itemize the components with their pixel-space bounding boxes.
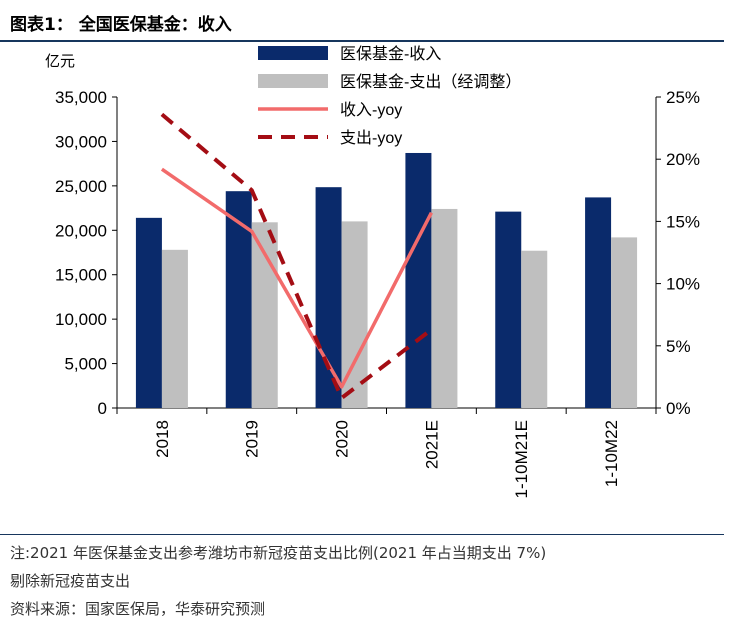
- y-tick-label: 10,000: [55, 310, 107, 329]
- x-tick-label: 2020: [333, 420, 352, 458]
- y-tick-label: 25,000: [55, 177, 107, 196]
- note-line-2: 剔除新冠疫苗支出: [10, 572, 131, 590]
- chart: 亿元 0 5,000 10,000 15,000 20,000 25,000 30,000 35…: [45, 45, 700, 498]
- axes: 亿元 0 5,000 10,000 15,000 20,000 25,000 30,000 35…: [45, 53, 700, 498]
- y2-tick-label: 5%: [666, 337, 691, 356]
- chart-title: 图表1： 全国医保基金：收入: [10, 15, 232, 35]
- y-tick-label: 30,000: [55, 132, 107, 151]
- y-axis-unit-label: 亿元: [45, 53, 75, 70]
- revenue-bar: [315, 187, 342, 408]
- legend-label-expense-yoy: 支出-yoy: [340, 129, 402, 147]
- revenue-yoy-line: [160, 167, 433, 389]
- note-line-1: 注:2021 年医保基金支出参考潍坊市新冠疫苗支出比例(2021 年占当期支出 …: [10, 544, 547, 562]
- x-tick-label: 2021E: [422, 420, 441, 469]
- y2-tick-label: 10%: [666, 275, 700, 294]
- y2-tick-label: 25%: [666, 88, 700, 107]
- expense-bar: [161, 249, 188, 408]
- revenue-bar: [405, 152, 432, 408]
- revenue-bar: [495, 211, 522, 408]
- legend-label-expense: 医保基金-支出（经调整）: [340, 73, 521, 91]
- x-tick-label: 1-10M21E: [512, 420, 531, 498]
- expense-bar: [521, 250, 548, 408]
- legend-label-revenue-yoy: 收入-yoy: [340, 101, 402, 119]
- y-tick-label: 15,000: [55, 266, 107, 285]
- y2-tick-label: 15%: [666, 212, 700, 231]
- expense-yoy-line: [160, 112, 433, 400]
- revenue-bar: [585, 197, 612, 408]
- x-tick-label: 2019: [243, 420, 262, 458]
- footer-rule: [0, 534, 724, 535]
- legend-swatch-expense: [258, 74, 328, 88]
- expense-bar: [431, 208, 458, 408]
- expense-bar: [611, 237, 638, 408]
- expense-bar: [251, 222, 278, 408]
- title-rule: [0, 40, 724, 42]
- y-tick-label: 35,000: [55, 88, 107, 107]
- x-tick-label: 2018: [153, 420, 172, 458]
- lines: [160, 112, 433, 400]
- y2-tick-label: 0%: [666, 399, 691, 418]
- revenue-bar: [135, 217, 162, 408]
- y-tick-label: 0: [98, 399, 107, 418]
- x-tick-label: 1-10M22: [602, 420, 621, 487]
- y-tick-label: 5,000: [64, 355, 107, 374]
- source-note: 资料来源：国家医保局，华泰研究预测: [10, 600, 266, 618]
- legend-swatch-revenue: [258, 46, 328, 60]
- bars: [135, 152, 638, 408]
- legend-label-revenue: 医保基金-收入: [340, 45, 441, 63]
- y2-tick-label: 20%: [666, 150, 700, 169]
- y-tick-label: 20,000: [55, 221, 107, 240]
